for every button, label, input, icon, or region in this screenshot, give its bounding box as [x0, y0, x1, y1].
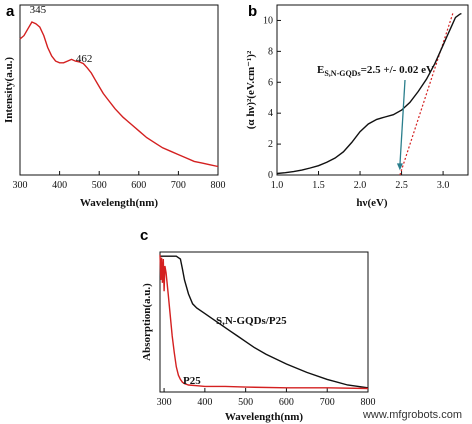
panel-b: b 0 2 4 6 8 10 1.0 1.5 2.0 2.5 3.0 ES,N-GQDs=2.5 …: [245, 3, 469, 209]
panel-b-y-ticks: 0 2 4 6 8 10: [263, 15, 281, 181]
panel-a-letter: a: [6, 3, 15, 20]
panel-b-x-tick-label: 2.5: [395, 180, 408, 191]
panel-b-y-tick-label: 6: [268, 77, 273, 88]
panel-b-arrow-head: [396, 163, 403, 171]
panel-b-letter: b: [248, 3, 257, 20]
panel-c-x-tick-label: 300: [157, 397, 172, 408]
panel-c-letter: c: [140, 227, 148, 244]
panel-c-frame: [159, 251, 369, 393]
panel-c-series-label-1: P25: [183, 375, 201, 387]
panel-a-frame: [19, 4, 219, 176]
panel-c-series-labels: S,N-GQDs/P25 P25: [183, 315, 287, 387]
panel-c-x-axis-label: Wavelength(nm): [225, 411, 304, 423]
panel-a-series: [19, 21, 219, 168]
panel-a-peak-label: 462: [76, 53, 93, 65]
panel-b-tangent: [399, 12, 454, 176]
panel-b-x-tick-label: 1.5: [312, 180, 325, 191]
panel-b-x-ticks: 1.0 1.5 2.0 2.5 3.0: [271, 171, 450, 191]
panel-c-series-label-0: S,N-GQDs/P25: [216, 315, 287, 327]
panel-c-series-line-1: [159, 254, 369, 390]
panel-b-y-tick-label: 8: [268, 46, 273, 57]
panel-b-bandgap-label: ES,N-GQDs=2.5 +/- 0.02 eV: [317, 64, 434, 78]
watermark-text: www.mfgrobots.com: [362, 409, 462, 421]
panel-a-y-axis-label: Intensity(a.u.): [3, 57, 15, 123]
panel-b-series-line-0: [276, 12, 462, 175]
panel-b-x-axis-label: hν(eV): [356, 197, 388, 209]
panel-b-x-tick-label: 2.0: [354, 180, 367, 191]
panel-a-x-tick-label: 300: [13, 180, 28, 191]
panel-a: a 300 400 500 600 700 800 345 462 Wavelength(n…: [3, 3, 226, 209]
panel-c-x-tick-label: 400: [197, 397, 212, 408]
panel-c-series: [159, 254, 369, 390]
panel-a-x-tick-label: 500: [92, 180, 107, 191]
panel-a-x-tick-label: 700: [171, 180, 186, 191]
panel-c-series-line-0: [160, 255, 369, 389]
panel-b-x-tick-label: 1.0: [271, 180, 284, 191]
panel-a-series-line-0: [19, 21, 219, 168]
panel-b-arrow-shaft: [399, 79, 406, 166]
panel-c-x-tick-label: 800: [361, 397, 376, 408]
panel-c-x-tick-label: 500: [238, 397, 253, 408]
panel-b-y-tick-label: 4: [268, 108, 273, 119]
panel-b-y-tick-label: 0: [268, 170, 273, 181]
panel-c: c 300 400 500 600 700 800 S,N-GQDs/P25 P25 Wav…: [140, 227, 376, 423]
panel-a-x-axis-label: Wavelength(nm): [80, 197, 159, 209]
panel-c-x-tick-label: 600: [279, 397, 294, 408]
panel-a-x-tick-label: 600: [131, 180, 146, 191]
panel-a-x-ticks: 300 400 500 600 700 800: [13, 171, 226, 191]
panel-b-series: [276, 12, 462, 175]
panel-b-tangent-line: [399, 12, 454, 176]
panel-a-annotations: 345 462: [30, 4, 93, 65]
panel-b-x-tick-label: 3.0: [437, 180, 450, 191]
panel-b-y-axis-label: (α hν)²(eV.cm⁻¹)²: [245, 50, 257, 129]
panel-c-x-tick-label: 700: [320, 397, 335, 408]
panel-b-annotations: ES,N-GQDs=2.5 +/- 0.02 eV: [317, 64, 434, 171]
panel-a-peak-label: 345: [30, 4, 47, 16]
panel-c-y-axis-label: Absorption(a.u.): [141, 283, 153, 361]
panel-a-x-tick-label: 800: [211, 180, 226, 191]
panel-c-x-ticks: 300 400 500 600 700 800: [157, 388, 376, 408]
panel-a-x-tick-label: 400: [52, 180, 67, 191]
panel-b-y-tick-label: 2: [268, 139, 273, 150]
panel-b-frame: [276, 4, 469, 176]
panel-b-y-tick-label: 10: [263, 15, 273, 26]
